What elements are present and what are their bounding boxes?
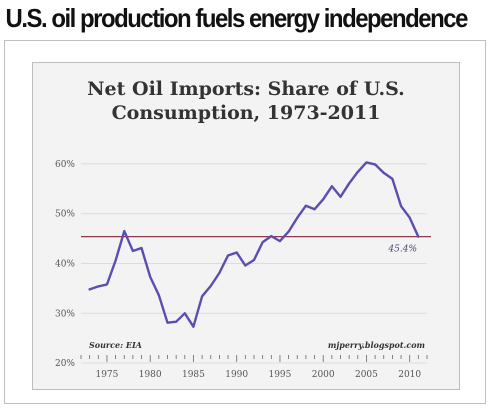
headline: U.S. oil production fuels energy indepen… [5, 3, 469, 33]
chart-panel: 20% 30% 40% 50% 60% 1975 1980 1985 1990 1995 2000 2… [32, 62, 460, 390]
x-tick-label: 1975 [95, 370, 118, 380]
data-point [382, 171, 385, 174]
data-point [348, 182, 351, 185]
y-tick-label: 60% [55, 160, 75, 170]
data-point [192, 325, 195, 328]
source-note: Source: EIA [89, 340, 142, 350]
data-point [261, 241, 264, 244]
x-tick-label: 1990 [225, 370, 248, 380]
data-point [304, 204, 307, 207]
chart-title-line: Net Oil Imports: Share of U.S. [87, 78, 405, 100]
x-tick-label: 2010 [398, 370, 421, 380]
data-point [400, 205, 403, 208]
grid-layer [81, 163, 427, 364]
data-point [339, 195, 342, 198]
chart-title-line: Consumption, 1973-2011 [112, 102, 381, 124]
data-point [287, 230, 290, 233]
data-point [313, 208, 316, 211]
reference-line-label: 45.4% [387, 245, 417, 255]
series-line [88, 161, 420, 328]
x-tick-label: 1985 [182, 370, 205, 380]
data-point [270, 235, 273, 238]
data-point [97, 285, 100, 288]
y-tick-label: 50% [55, 210, 75, 220]
text-layer: Net Oil Imports: Share of U.S.Consumptio… [87, 78, 425, 350]
data-point [365, 161, 368, 164]
data-point [149, 275, 152, 278]
data-point [175, 320, 178, 323]
data-point [330, 185, 333, 188]
data-point [253, 258, 255, 261]
data-point [131, 250, 134, 253]
data-point [183, 312, 186, 315]
line-chart: 20% 30% 40% 50% 60% 1975 1980 1985 1990 1995 2000 2… [55, 78, 431, 380]
x-tick-label: 2005 [355, 370, 378, 380]
data-point [278, 240, 281, 243]
y-tick-label: 30% [55, 309, 75, 319]
tick-layer: 20% 30% 40% 50% 60% 1975 1980 1985 1990 1995 2000 2… [55, 160, 428, 380]
data-point [218, 271, 221, 274]
x-tick-label: 2000 [312, 370, 335, 380]
x-tick-label: 1995 [268, 370, 291, 380]
credit-note: mjperry.blogspot.com [328, 340, 425, 350]
data-point [391, 177, 394, 180]
series-layer [88, 161, 420, 328]
data-point [105, 283, 108, 286]
y-tick-label: 40% [55, 259, 75, 269]
data-point [209, 284, 212, 287]
data-point [166, 321, 169, 324]
data-point [356, 170, 359, 173]
data-point [235, 251, 238, 254]
x-tick-label: 1980 [139, 370, 162, 380]
data-point [417, 235, 420, 238]
data-point [114, 259, 117, 262]
data-point [140, 247, 143, 250]
data-point [123, 230, 126, 233]
data-point [157, 294, 160, 297]
data-point [227, 254, 230, 257]
data-point [88, 288, 91, 291]
data-point [374, 163, 377, 166]
y-tick-label: 20% [55, 359, 75, 369]
data-point [322, 198, 325, 201]
data-point [201, 295, 204, 298]
data-point [408, 216, 411, 219]
data-point [296, 216, 299, 219]
data-point [244, 264, 247, 267]
